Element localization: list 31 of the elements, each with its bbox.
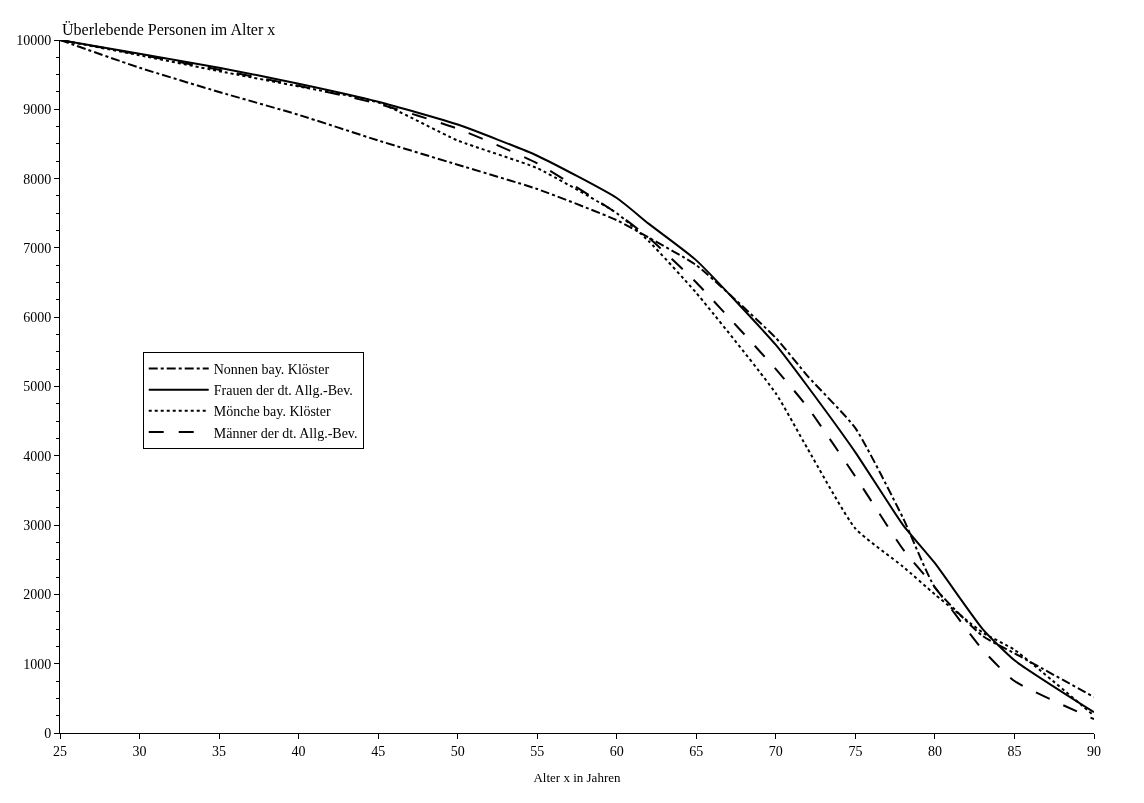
- y-tick-label: 2000: [23, 587, 52, 603]
- x-tick-label: 75: [848, 743, 863, 759]
- x-tick-label: 55: [530, 743, 545, 759]
- y-tick-label: 6000: [23, 310, 52, 326]
- x-tick-label: 65: [689, 743, 704, 759]
- y-tick-label: 9000: [23, 102, 52, 118]
- y-tick-label: 3000: [23, 518, 52, 533]
- x-tick-label: 50: [450, 743, 465, 759]
- y-axis-title: Überlebende Personen im Alter x: [62, 21, 276, 38]
- x-axis-title: Alter x in Jahren: [533, 770, 621, 786]
- x-tick-label: 35: [212, 743, 227, 759]
- legend-label: Frauen der dt. Allg.-Bev.: [213, 383, 353, 399]
- x-tick-label: 80: [927, 743, 942, 759]
- x-tick-label: 90: [1087, 743, 1101, 759]
- y-tick-label: 7000: [23, 240, 52, 256]
- x-tick-label: 60: [609, 743, 624, 759]
- y-tick-label: 1000: [23, 656, 52, 672]
- y-tick-label: 8000: [23, 171, 52, 187]
- legend-label: Nonnen bay. Klöster: [213, 361, 330, 377]
- y-tick-label: 5000: [23, 379, 52, 395]
- x-tick-label: 45: [371, 743, 386, 759]
- y-tick-label: 10000: [16, 32, 52, 48]
- x-tick-label: 70: [768, 743, 783, 759]
- y-tick-label: 0: [44, 725, 52, 741]
- legend-label: Mönche bay. Klöster: [213, 404, 331, 420]
- legend-label: Männer der dt. Allg.-Bev.: [213, 425, 358, 441]
- x-tick-label: 30: [132, 743, 147, 759]
- x-tick-label: 40: [291, 743, 306, 759]
- x-tick-label: 85: [1007, 743, 1022, 759]
- x-tick-label: 25: [53, 743, 67, 759]
- y-tick-label: 4000: [23, 448, 52, 464]
